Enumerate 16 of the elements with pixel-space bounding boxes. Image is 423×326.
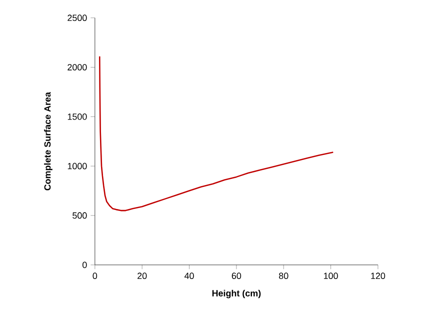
line-series (98, 56, 334, 212)
y-tick-label: 500 (72, 212, 87, 219)
y-axis-title: Complete Surface Area (44, 92, 52, 190)
x-tick-label: 0 (92, 272, 98, 280)
y-tick-label: 2000 (68, 64, 87, 71)
x-tick-label: 40 (184, 272, 194, 280)
y-tick-label: 1500 (68, 114, 87, 120)
y-tick-label: 1000 (68, 162, 87, 170)
y-tick-label: 0 (82, 262, 87, 268)
x-tick-label: 60 (232, 272, 242, 280)
y-tick-label: 2500 (68, 14, 87, 22)
x-tick-label: 100 (324, 272, 338, 280)
x-tick-label: 120 (371, 272, 386, 280)
x-tick-label: 80 (279, 272, 288, 280)
x-axis-title: Height (cm) (212, 290, 261, 298)
x-tick-label: 20 (138, 272, 147, 280)
